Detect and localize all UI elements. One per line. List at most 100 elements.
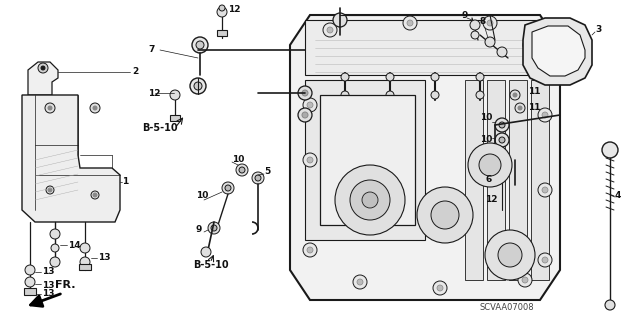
Polygon shape (523, 18, 592, 85)
Circle shape (51, 244, 59, 252)
Circle shape (170, 90, 180, 100)
Bar (509, 80, 527, 280)
Bar (305, 80, 425, 240)
Circle shape (80, 257, 90, 267)
Circle shape (239, 167, 245, 173)
Circle shape (496, 164, 508, 176)
Circle shape (407, 20, 413, 26)
Text: 2: 2 (132, 68, 138, 77)
Circle shape (303, 153, 317, 167)
Text: 8: 8 (480, 18, 486, 26)
Circle shape (499, 167, 505, 173)
Circle shape (48, 106, 52, 110)
Circle shape (252, 172, 264, 184)
Text: 10: 10 (480, 136, 492, 145)
Circle shape (350, 180, 390, 220)
Polygon shape (532, 26, 585, 76)
Text: 13: 13 (42, 268, 54, 277)
Circle shape (219, 5, 225, 11)
Circle shape (468, 143, 512, 187)
Circle shape (542, 187, 548, 193)
Circle shape (46, 186, 54, 194)
Circle shape (386, 91, 394, 99)
Circle shape (538, 108, 552, 122)
Circle shape (522, 277, 528, 283)
Circle shape (335, 165, 405, 235)
Text: 13: 13 (42, 280, 54, 290)
Circle shape (303, 98, 317, 112)
Circle shape (225, 185, 231, 191)
Bar (170, 115, 180, 121)
Text: 10: 10 (232, 155, 244, 165)
Bar (465, 80, 483, 280)
Circle shape (194, 82, 202, 90)
Circle shape (495, 118, 509, 132)
Circle shape (357, 279, 363, 285)
Circle shape (518, 273, 532, 287)
Circle shape (498, 243, 522, 267)
Circle shape (48, 188, 52, 192)
Circle shape (431, 73, 439, 81)
Circle shape (236, 164, 248, 176)
Circle shape (433, 281, 447, 295)
Polygon shape (28, 62, 58, 95)
Circle shape (437, 285, 443, 291)
Bar (79, 264, 91, 270)
Circle shape (222, 182, 234, 194)
Text: 9: 9 (462, 11, 468, 19)
Circle shape (25, 265, 35, 275)
Circle shape (41, 66, 45, 70)
Text: 13: 13 (42, 290, 54, 299)
Circle shape (50, 229, 60, 239)
Circle shape (190, 78, 206, 94)
Bar (487, 80, 505, 280)
Text: B-5-10: B-5-10 (193, 260, 228, 270)
Text: 14: 14 (68, 241, 81, 249)
Text: 1: 1 (122, 177, 128, 187)
Circle shape (45, 103, 55, 113)
Circle shape (499, 137, 505, 143)
Circle shape (518, 106, 522, 110)
Circle shape (538, 253, 552, 267)
Circle shape (515, 103, 525, 113)
Circle shape (417, 187, 473, 243)
Circle shape (303, 243, 317, 257)
Circle shape (201, 247, 211, 257)
Circle shape (471, 31, 479, 39)
Circle shape (485, 37, 495, 47)
Circle shape (542, 112, 548, 118)
Bar (24, 288, 36, 295)
Circle shape (527, 42, 533, 48)
Text: 10: 10 (480, 114, 492, 122)
Circle shape (91, 191, 99, 199)
Circle shape (208, 222, 220, 234)
Circle shape (298, 86, 312, 100)
Text: 9: 9 (196, 226, 202, 234)
Circle shape (302, 90, 308, 96)
Bar (531, 80, 549, 280)
Bar (305, 20, 545, 75)
Text: 10: 10 (196, 191, 209, 201)
Circle shape (510, 90, 520, 100)
Circle shape (470, 20, 480, 30)
Circle shape (307, 157, 313, 163)
Circle shape (353, 275, 367, 289)
Circle shape (38, 63, 48, 73)
Text: 11: 11 (528, 87, 541, 97)
Text: 12: 12 (148, 88, 161, 98)
Circle shape (50, 257, 60, 267)
Circle shape (80, 243, 90, 253)
Circle shape (307, 102, 313, 108)
Circle shape (93, 193, 97, 197)
Circle shape (513, 93, 517, 97)
Circle shape (499, 122, 505, 128)
Text: FR.: FR. (55, 280, 76, 290)
Circle shape (538, 183, 552, 197)
Circle shape (479, 154, 501, 176)
Circle shape (211, 225, 217, 231)
Text: 11: 11 (528, 103, 541, 113)
Circle shape (483, 16, 497, 30)
Text: 3: 3 (595, 26, 601, 34)
Circle shape (487, 20, 493, 26)
Bar (217, 30, 227, 36)
